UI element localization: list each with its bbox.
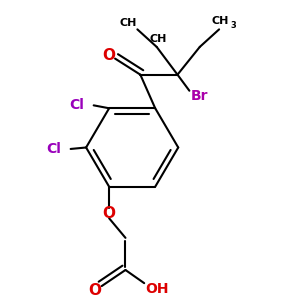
Text: CH: CH bbox=[212, 16, 229, 26]
Text: CH: CH bbox=[119, 18, 136, 28]
Text: 3: 3 bbox=[230, 21, 236, 30]
Text: OH: OH bbox=[146, 282, 169, 296]
Text: Cl: Cl bbox=[70, 98, 85, 112]
Text: CH: CH bbox=[149, 34, 167, 44]
Text: O: O bbox=[88, 283, 101, 298]
Text: Cl: Cl bbox=[46, 142, 62, 156]
Text: Br: Br bbox=[190, 89, 208, 103]
Text: O: O bbox=[103, 206, 116, 221]
Text: O: O bbox=[102, 48, 115, 63]
